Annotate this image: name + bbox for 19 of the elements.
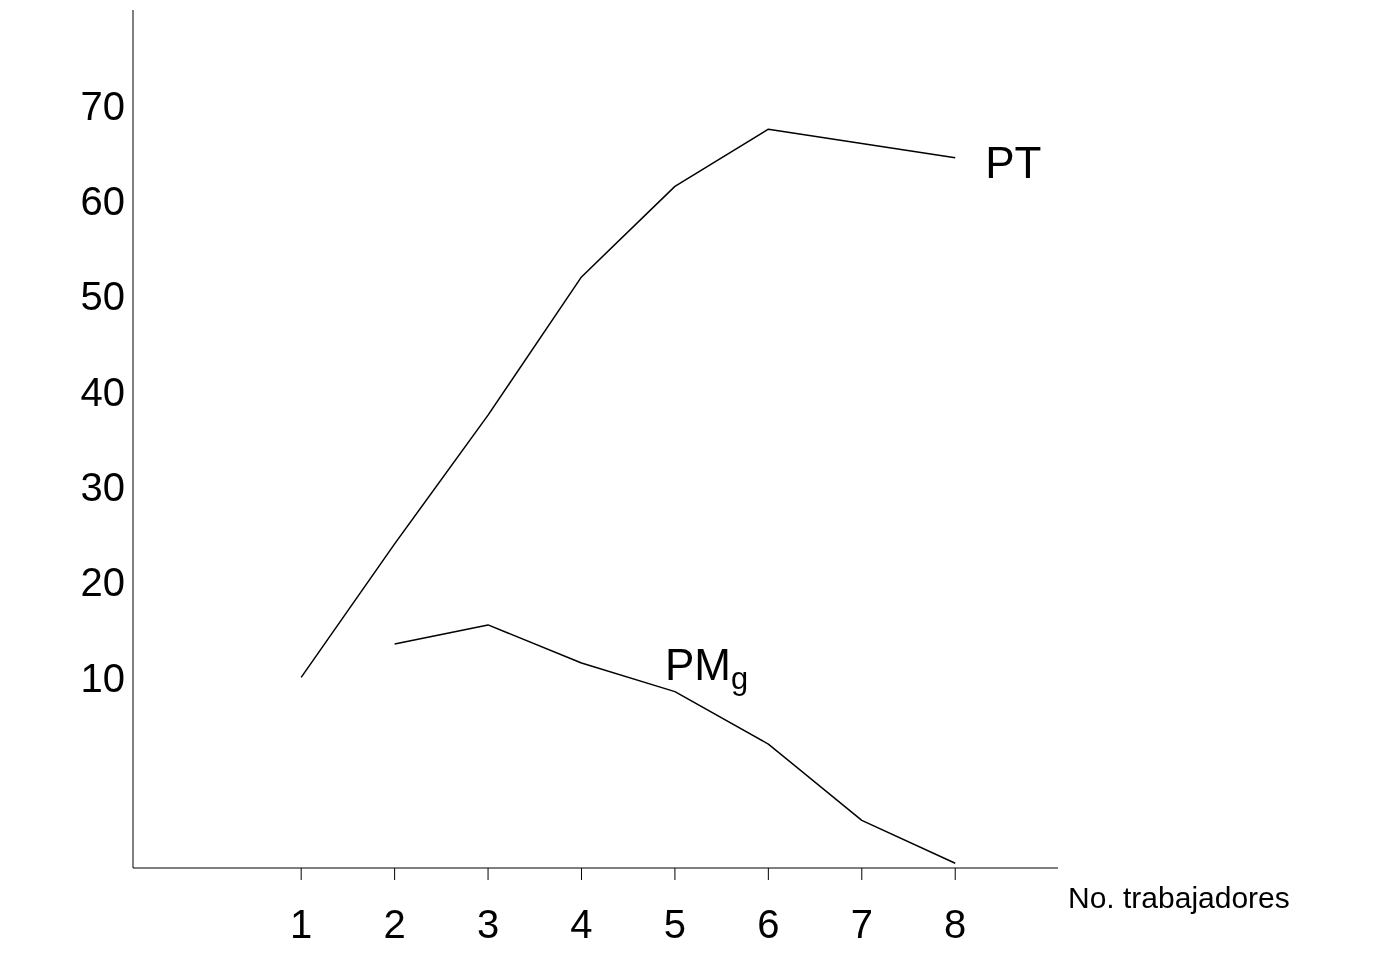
line-series xyxy=(393,624,956,864)
y-tick-label: 40 xyxy=(80,369,125,414)
x-axis-title: No. trabajadores xyxy=(1068,881,1290,914)
x-tick-label: 4 xyxy=(570,902,593,947)
y-tick-label: 70 xyxy=(80,83,125,128)
x-tick-label: 8 xyxy=(944,902,967,947)
y-tick-label: 10 xyxy=(80,655,125,700)
y-tick-label: 50 xyxy=(80,274,125,319)
x-tick-label: 6 xyxy=(757,902,780,947)
x-tick-label: 7 xyxy=(850,902,873,947)
x-tick-label: 2 xyxy=(383,902,406,947)
x-tick-label: 5 xyxy=(663,902,687,947)
y-tick-label: 30 xyxy=(80,464,125,509)
y-tick-label: 20 xyxy=(80,560,125,605)
x-tick-label: 3 xyxy=(476,902,500,947)
series-label: PT xyxy=(985,137,1042,187)
y-tick-label: 60 xyxy=(80,178,125,223)
series-label: PM$_{g}$ xyxy=(664,639,749,696)
x-tick-label: 1 xyxy=(290,902,313,947)
